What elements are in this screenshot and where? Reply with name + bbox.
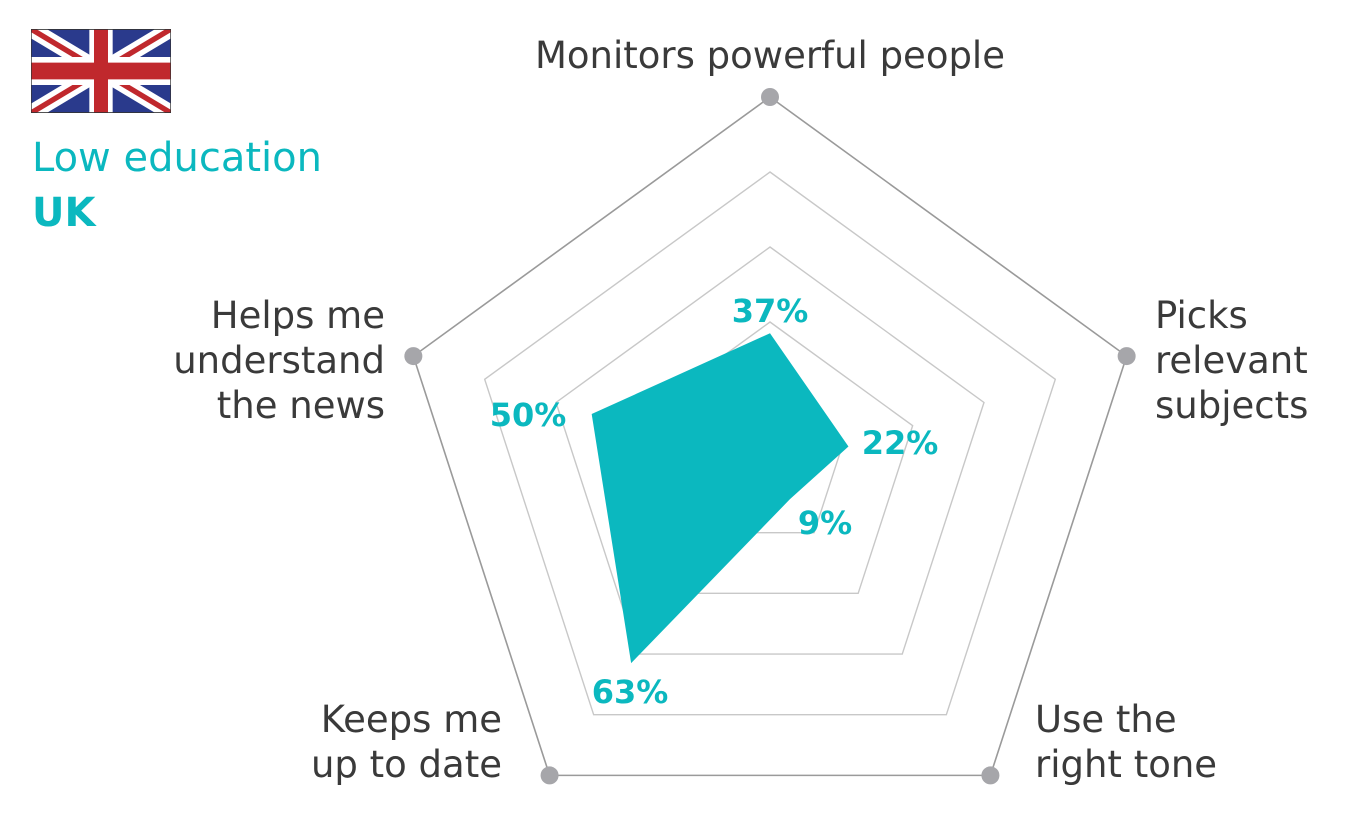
subtitle-group: Low education bbox=[32, 135, 322, 181]
axis-vertex-dot bbox=[540, 766, 559, 785]
data-polygon bbox=[591, 333, 849, 664]
grid-ring-100 bbox=[412, 96, 1128, 777]
uk-flag-icon bbox=[31, 29, 171, 113]
axis-vertex-dot bbox=[981, 766, 1000, 785]
axis-vertex-dot bbox=[761, 88, 779, 106]
value-label: 37% bbox=[732, 292, 809, 330]
subtitle-country: UK bbox=[32, 190, 96, 236]
value-label: 9% bbox=[798, 504, 852, 542]
axis-label: Keeps me up to date bbox=[311, 698, 502, 786]
axis-vertex-dot bbox=[1117, 347, 1136, 366]
axis-vertex-dot bbox=[404, 347, 423, 366]
value-label: 22% bbox=[862, 424, 939, 462]
value-label: 63% bbox=[592, 673, 669, 711]
grid-ring-80 bbox=[483, 171, 1057, 716]
axis-label: Use the right tone bbox=[1035, 698, 1217, 786]
value-label: 50% bbox=[490, 396, 567, 434]
axis-label: Picks relevant subjects bbox=[1155, 294, 1308, 427]
grid-ring-60 bbox=[555, 246, 985, 655]
axis-label: Monitors powerful people bbox=[535, 34, 1005, 77]
axis-label: Helps me understand the news bbox=[173, 294, 385, 427]
